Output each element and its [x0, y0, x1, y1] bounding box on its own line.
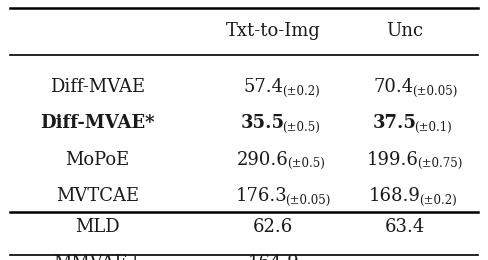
Text: (±0.05): (±0.05)	[285, 194, 330, 207]
Text: 176.3: 176.3	[235, 187, 287, 205]
Text: MMVAE+: MMVAE+	[53, 254, 142, 260]
Text: (±0.2): (±0.2)	[283, 84, 320, 98]
Text: 199.6: 199.6	[367, 151, 419, 169]
Text: 168.9: 168.9	[369, 187, 421, 205]
Text: Unc: Unc	[386, 22, 424, 40]
Text: (±0.05): (±0.05)	[413, 84, 458, 98]
Text: -: -	[402, 254, 408, 260]
Text: Diff-MVAE*: Diff-MVAE*	[41, 114, 155, 133]
Text: (±0.2): (±0.2)	[419, 194, 456, 207]
Text: 290.6: 290.6	[237, 151, 289, 169]
Text: (±0.5): (±0.5)	[283, 121, 321, 134]
Text: MoPoE: MoPoE	[65, 151, 130, 169]
Text: 164.9: 164.9	[247, 254, 299, 260]
Text: (±0.75): (±0.75)	[417, 157, 462, 170]
Text: Txt-to-Img: Txt-to-Img	[226, 22, 321, 40]
Text: MVTCAE: MVTCAE	[56, 187, 139, 205]
Text: (±0.5): (±0.5)	[287, 157, 325, 170]
Text: 35.5: 35.5	[241, 114, 285, 133]
Text: 57.4: 57.4	[243, 78, 283, 96]
Text: 70.4: 70.4	[373, 78, 413, 96]
Text: Diff-MVAE: Diff-MVAE	[50, 78, 145, 96]
Text: (±0.1): (±0.1)	[414, 121, 452, 134]
Text: 62.6: 62.6	[253, 218, 293, 237]
Text: 37.5: 37.5	[373, 114, 417, 133]
Text: 63.4: 63.4	[385, 218, 425, 237]
Text: MLD: MLD	[75, 218, 120, 237]
